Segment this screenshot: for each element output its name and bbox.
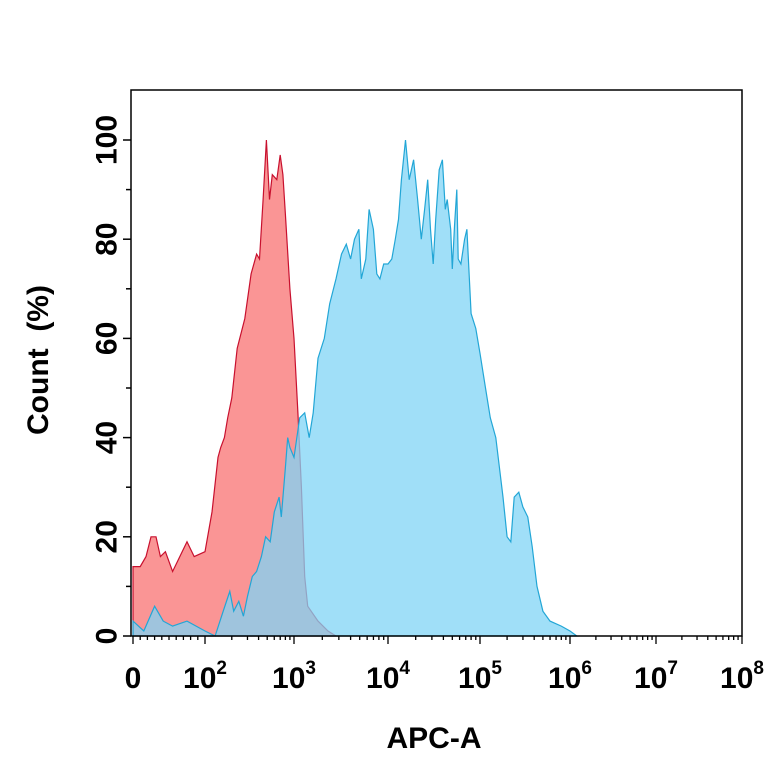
y-tick-label: 40 [91,421,124,454]
x-tick-label: 108 [720,658,764,695]
x-tick-label: 106 [548,658,592,695]
plot-frame [130,89,743,637]
y-axis: 0 20 40 60 80 100 [91,115,131,645]
x-tick-label: 107 [634,658,678,695]
y-tick-label: 20 [91,520,124,553]
x-tick-label: 104 [366,658,410,695]
y-tick-label: 0 [91,628,124,645]
x-tick-label: 102 [183,658,227,695]
y-tick-label: 100 [91,115,124,165]
y-tick-label: 80 [91,223,124,256]
x-axis: 0 102 103 104 105 106 107 108 [125,636,764,695]
y-axis-title: Count (%) [22,285,55,435]
series-layer [132,139,579,637]
x-tick-label: 103 [272,658,316,695]
x-axis-title: APC-A [387,722,482,755]
y-tick-label: 60 [91,322,124,355]
x-tick-label: 105 [458,658,502,695]
series-area-2 [132,139,579,637]
x-tick-label: 0 [125,662,142,695]
